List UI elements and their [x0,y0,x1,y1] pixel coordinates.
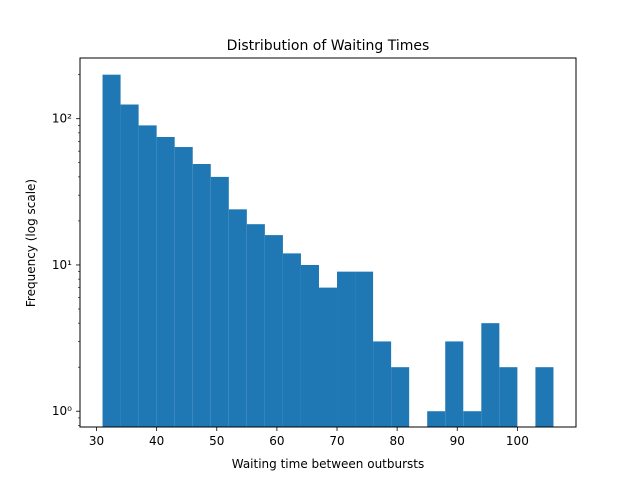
histogram-bar [373,341,392,427]
plot-frame [79,57,577,428]
histogram-bar [192,164,211,427]
histogram-bar [138,125,157,427]
x-tick-label: 80 [389,434,404,448]
histogram-bar [463,411,482,427]
x-tick-label: 70 [329,434,344,448]
histogram-bar [445,341,464,427]
x-tick-label: 100 [506,434,529,448]
y-axis-ticks: 10⁰ 10¹ 10² [52,74,80,426]
x-tick-label: 60 [269,434,284,448]
histogram-bar [355,271,374,427]
y-tick-label: 10⁰ [52,404,72,418]
histogram-bar [282,253,301,427]
x-tick-label: 50 [209,434,224,448]
histogram-bar [264,235,283,427]
histogram-bar [427,411,446,427]
x-tick-label: 40 [149,434,164,448]
y-tick-label: 10² [52,112,72,126]
y-tick-label: 10¹ [52,258,72,272]
histogram-bar [300,264,319,427]
x-axis-ticks: 30 40 50 60 70 80 90 100 [89,427,529,448]
chart-title: Distribution of Waiting Times [227,38,430,54]
x-tick-label: 90 [450,434,465,448]
histogram-bar [535,367,554,427]
histogram-bar [246,224,265,427]
histogram-bar [391,367,410,427]
histogram-bar [481,323,500,427]
histogram-bar [156,136,175,428]
histogram-bar [499,367,518,427]
y-axis-label: Frequency (log scale) [24,179,38,307]
histogram-bar [102,74,121,427]
histogram-bar [174,147,193,427]
bars-group [102,74,554,428]
histogram-bar [120,104,139,427]
x-axis-label: Waiting time between outbursts [232,457,425,471]
histogram-bar [318,287,338,427]
x-tick-label: 30 [89,434,104,448]
histogram-bar [337,271,356,427]
histogram-bar [210,176,229,427]
histogram-bar [228,209,247,427]
